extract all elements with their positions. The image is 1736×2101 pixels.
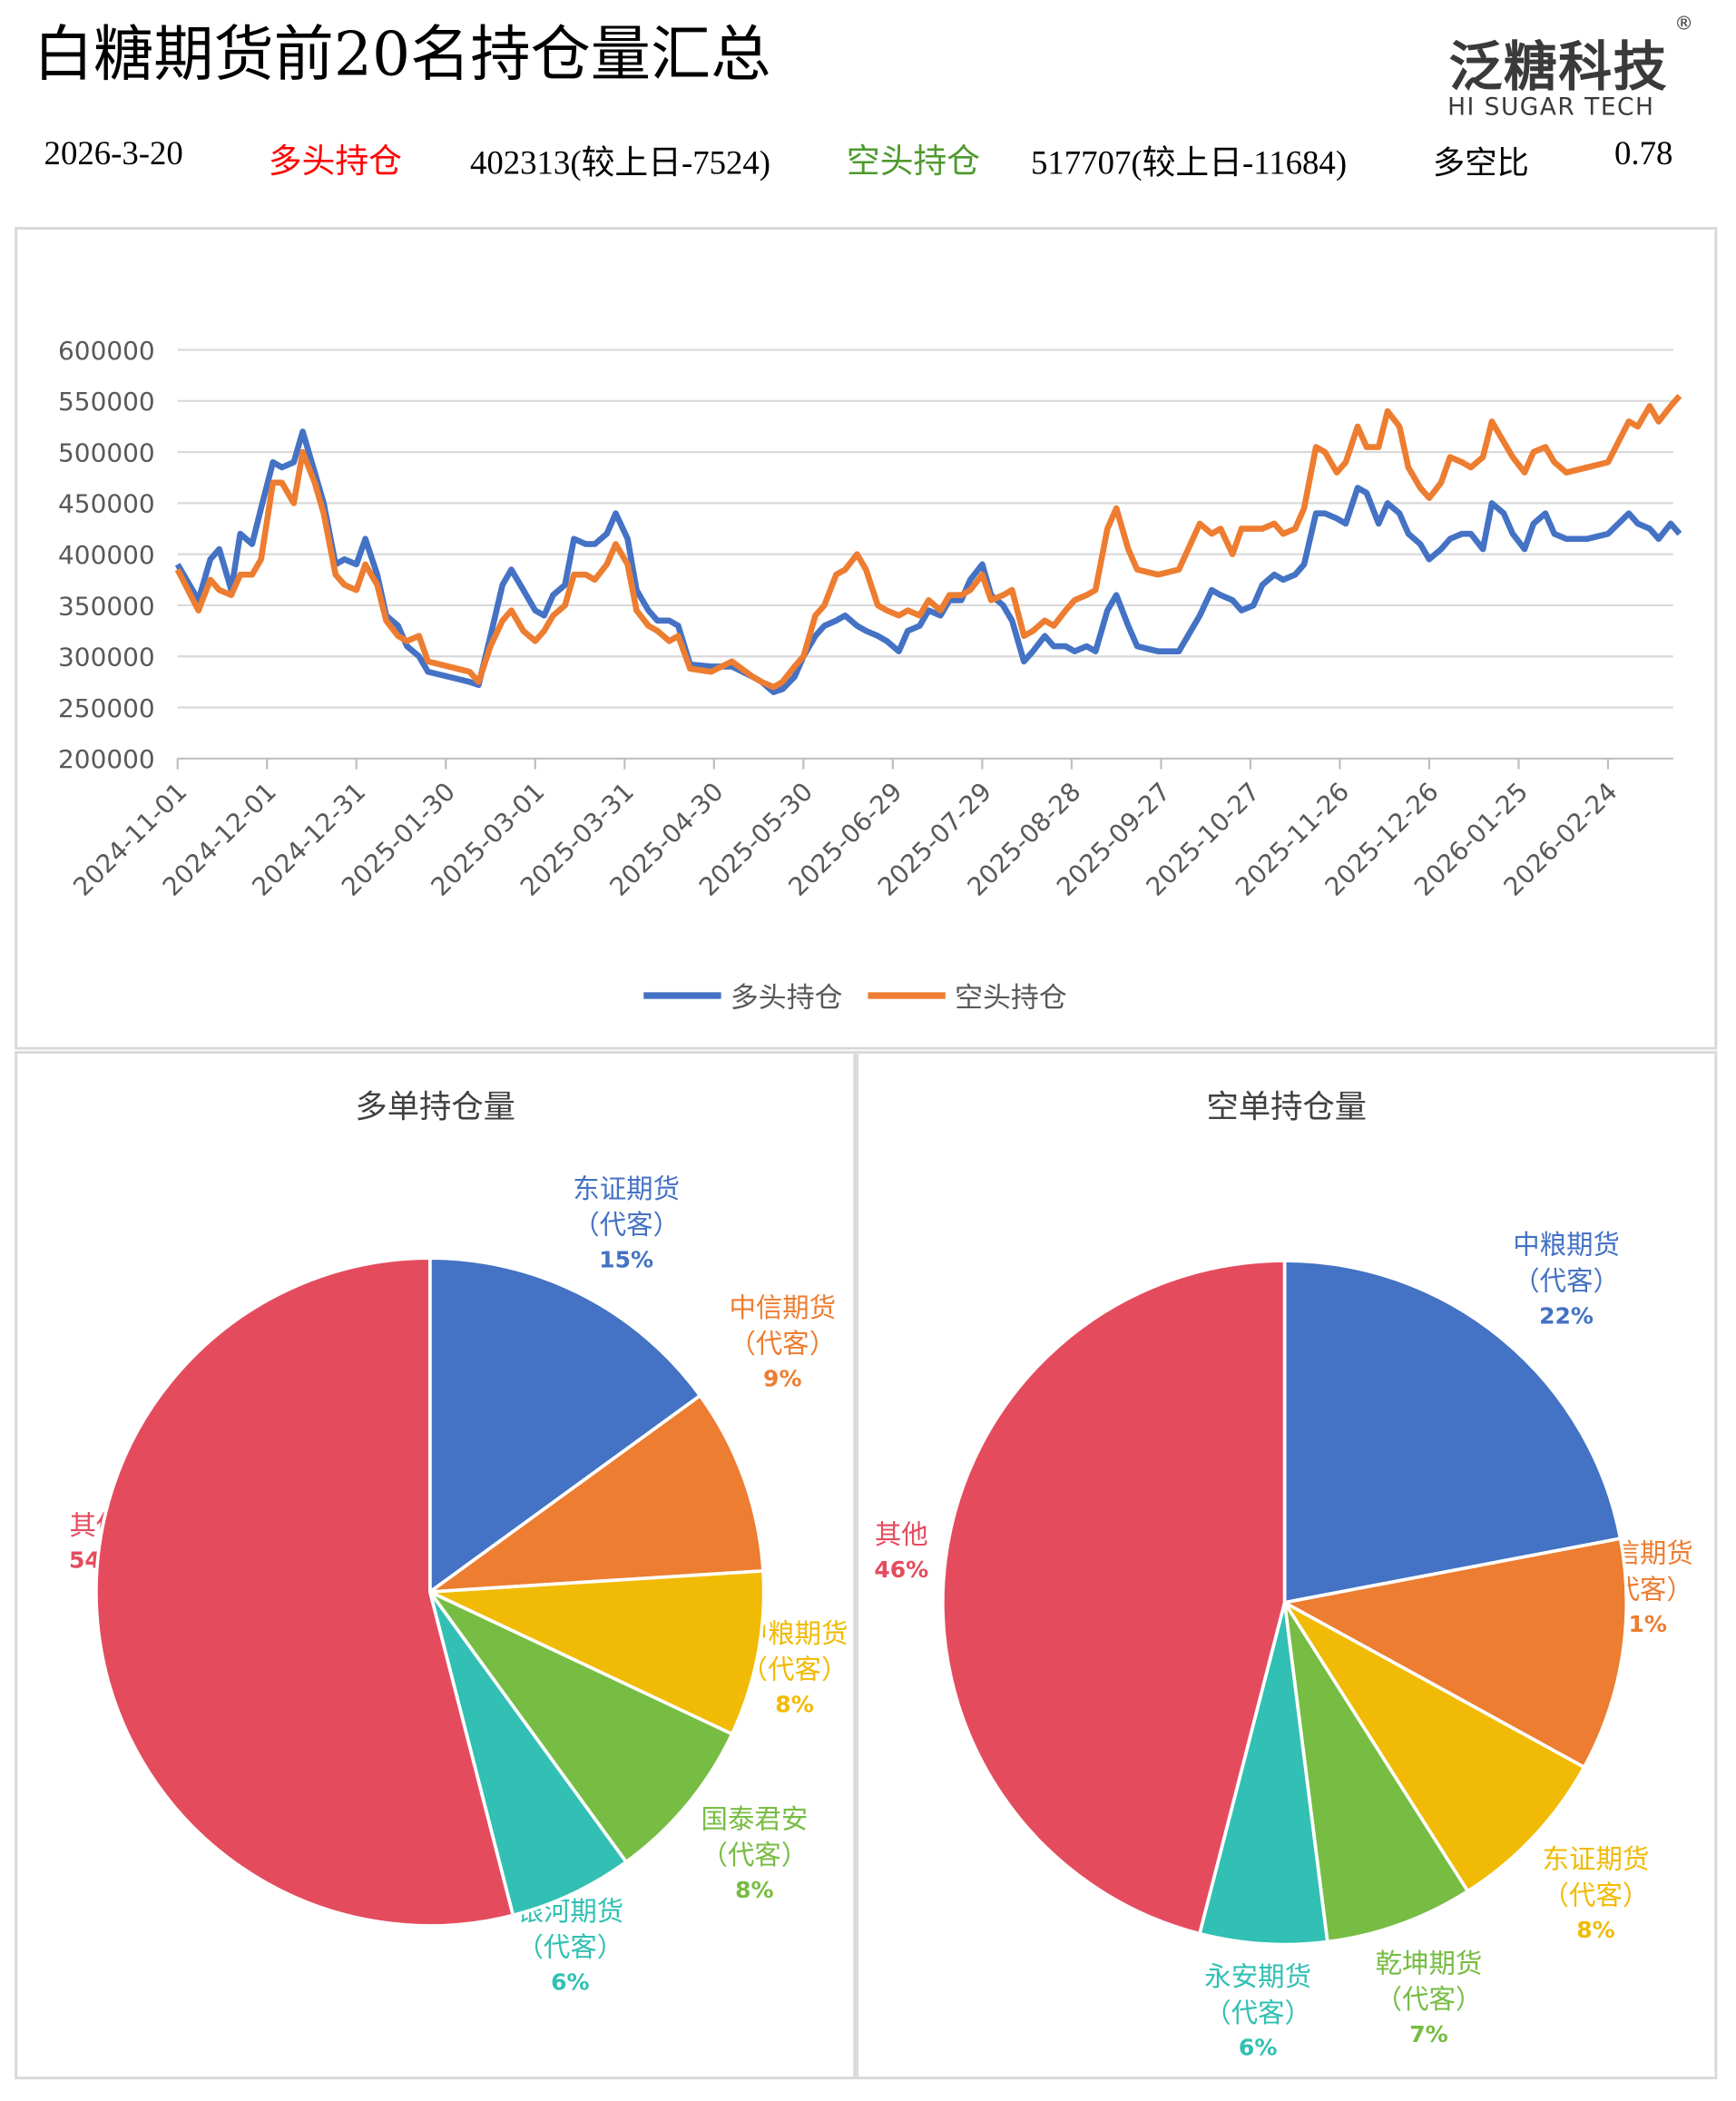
pie-label-sub: （代客） [1513,1264,1620,1297]
pie-label-pct: 6% [551,1969,590,1997]
legend-short-swatch [868,992,946,999]
y-tick-label: 200000 [58,744,155,774]
pie-label-pct: 46% [874,1556,929,1585]
legend-long-label: 多头持仓 [730,981,843,1014]
line-chart-panel [15,227,1718,1050]
pie-label-name: 中信期货 [729,1291,837,1324]
series-line-short [174,393,1682,691]
pie-label: 其他 46% [874,1517,928,1589]
y-tick-label: 350000 [58,591,155,621]
y-tick-label: 250000 [58,693,155,723]
pie-label-sub: （代客） [1586,1573,1693,1605]
pie-label-name: 国泰君安 [701,1802,809,1835]
short-value: 517707(较上日-11684) [1030,145,1348,182]
pie-label-name: 其他 [874,1518,928,1551]
pie-label-sub: （代客） [1375,1983,1483,2016]
pie-label-sub: （代客） [516,1930,624,1964]
legend-short-label: 空头持仓 [955,981,1067,1014]
page-title: 白糖期货前20名持仓量汇总 [33,18,771,90]
pie-label-pct: 8% [1576,1918,1615,1945]
ratio-label: 多空比 [1432,143,1529,182]
y-tick-label: 300000 [58,643,155,673]
y-tick-label: 550000 [58,387,155,417]
pie-label-sub: （代客） [1204,1996,1312,2029]
pie-label: 国泰君安 （代客） 8% [701,1802,809,1910]
pie-label: 东证期货 （代客） 8% [1543,1841,1650,1949]
ratio-value: 0.78 [1614,136,1673,172]
pie-label-pct: 15% [599,1247,654,1274]
pie-label: 东证期货 （代客） 15% [573,1172,680,1280]
pie-label-pct: 6% [1238,2035,1278,2062]
pie-label-name: 中信期货 [1586,1536,1693,1570]
pie-label-pct: 7% [1409,2021,1448,2049]
pie-label-pct: 8% [775,1692,814,1719]
pie-slice [427,1256,703,1595]
y-tick-label: 500000 [58,437,155,467]
logo: 泛糖科技 [1448,37,1668,99]
short-label: 空头持仓 [846,141,981,181]
pie-label-sub: （代客） [1542,1879,1650,1911]
series-line-long [174,428,1682,695]
y-tick-label: 400000 [58,540,155,570]
pie-label-name: 东证期货 [573,1172,680,1205]
long-value: 402313(较上日-7524) [469,145,771,182]
pie-label: 中信期货 （代客） 9% [729,1290,836,1398]
pie-label-sub: （代客） [573,1208,680,1242]
pie-label-name: 东证期货 [1542,1842,1650,1875]
short-pie-title: 空单持仓量 [1206,1088,1368,1126]
long-label: 多头持仓 [268,141,402,181]
pie-label-sub: （代客） [729,1327,837,1360]
pie-label-name: 中粮期货 [1513,1228,1620,1262]
pie-label-pct: 22% [1539,1303,1594,1330]
legend-long-swatch [643,992,721,999]
pie-label: 乾坤期货 （代客） 7% [1376,1946,1483,2054]
pie-slice [428,1590,735,1865]
pie-label-pct: 9% [763,1366,802,1393]
pie-label-pct: 11% [1613,1612,1667,1639]
pie-label-sub: （代客） [701,1839,809,1871]
pie-slice [429,1568,766,1737]
pie-label-pct: 8% [735,1877,774,1905]
pie-label-name: 永安期货 [1204,1960,1312,1993]
pie-slice [424,1393,765,1595]
long-pie-title: 多单持仓量 [355,1088,515,1126]
y-tick-label: 450000 [58,489,155,519]
registered-mark: ® [1674,13,1693,35]
line-chart: 600000 550000 500000 450000 400000 350000 3000… [58,336,1682,902]
pie-label-name: 乾坤期货 [1375,1947,1483,1979]
y-tick-label: 600000 [58,336,155,366]
pie-label: 中粮期货 （代客） 22% [1513,1227,1620,1335]
report-date: 2026-3-20 [44,136,183,172]
pie-label: 中信期货 （代客） 11% [1586,1536,1693,1644]
pie-slice [94,1256,515,1928]
pie-slice [428,1590,629,1918]
logo-subtitle: HI SUGAR TECH [1447,93,1655,122]
pie-label: 永安期货 （代客） 6% [1204,1959,1311,2067]
